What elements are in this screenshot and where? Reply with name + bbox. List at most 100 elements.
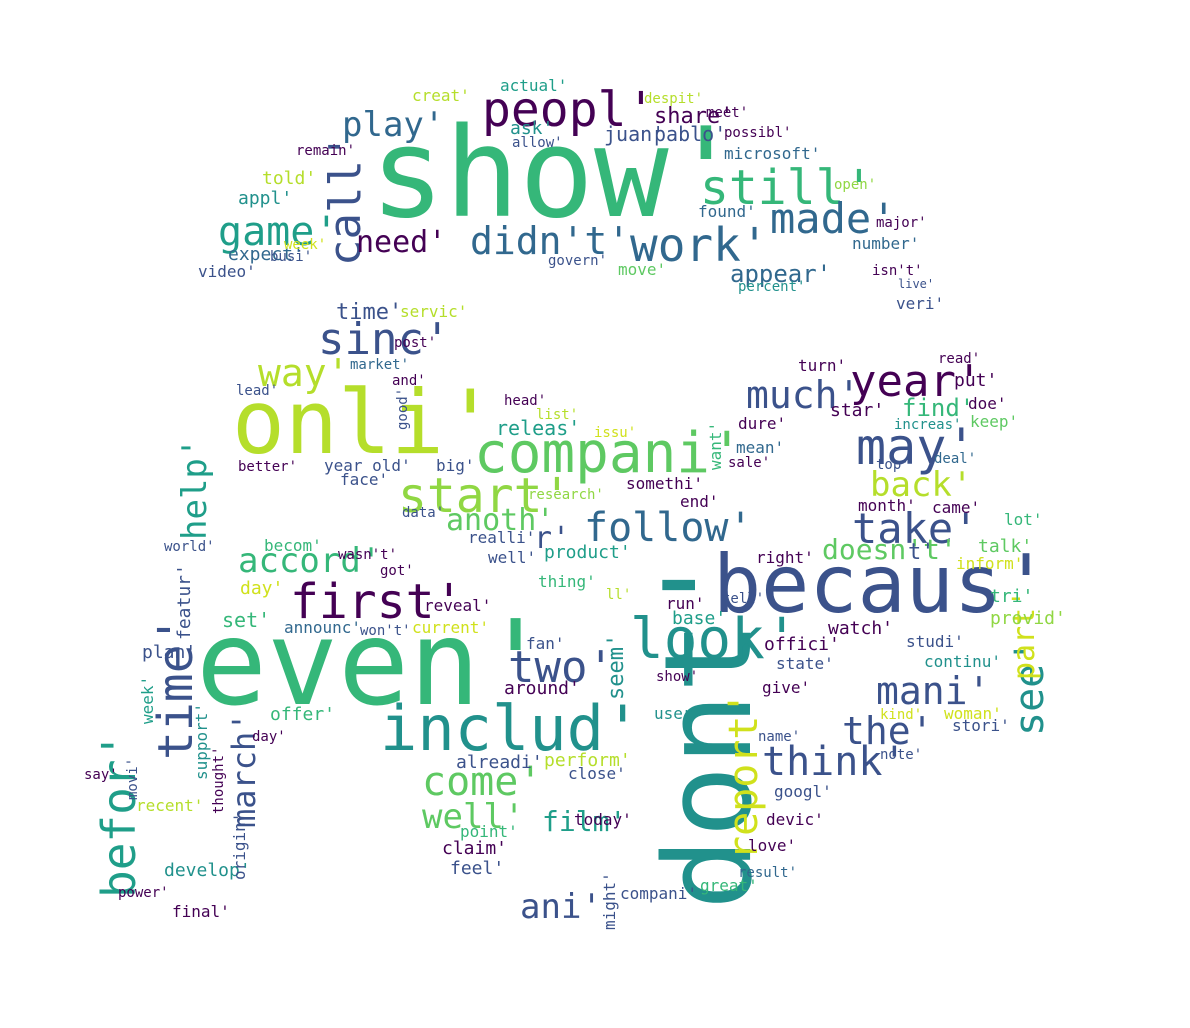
word: end'	[680, 492, 719, 511]
word: the'	[842, 709, 934, 753]
word: star'	[830, 400, 885, 421]
word: busi'	[270, 249, 313, 265]
word: give'	[762, 678, 811, 697]
word: feel'	[450, 858, 505, 879]
word: possibl'	[724, 125, 792, 141]
word: meet'	[706, 105, 749, 121]
word: made'	[770, 194, 897, 243]
word: well'	[488, 548, 537, 567]
word: sinc'	[318, 314, 451, 365]
word: doesn't'	[822, 533, 957, 566]
word: realli'	[468, 528, 536, 547]
word: major'	[876, 215, 927, 231]
word: compani'	[620, 884, 698, 903]
word: expect'	[228, 244, 304, 265]
word: even'	[196, 594, 552, 732]
word: continu'	[924, 652, 1002, 671]
word: month'	[858, 496, 916, 515]
word: day'	[240, 578, 284, 599]
word: reveal'	[424, 596, 492, 615]
word: final'	[172, 902, 230, 921]
word: time'	[336, 300, 403, 325]
word: name'	[758, 729, 801, 745]
word: develop'	[164, 860, 251, 881]
word: origin'	[230, 812, 249, 880]
word: read'	[938, 351, 981, 367]
word: take'	[852, 504, 979, 553]
word: come'	[422, 759, 543, 805]
word: appear'	[730, 260, 832, 288]
word: find'	[902, 394, 975, 422]
word: head'	[504, 393, 547, 409]
word: research'	[528, 487, 604, 503]
word: veri'	[896, 294, 945, 313]
word: show'	[656, 669, 699, 685]
word: share'	[654, 104, 734, 129]
word: govern'	[548, 253, 608, 269]
word: told'	[262, 168, 317, 189]
word: think'	[762, 739, 907, 785]
word: inform'	[956, 554, 1024, 573]
word: won't'	[360, 623, 411, 639]
word: report'	[721, 691, 767, 860]
word: back'	[870, 465, 973, 505]
word: came'	[932, 498, 981, 517]
word: world'	[164, 539, 215, 555]
word: actual'	[500, 76, 568, 95]
word: might'	[600, 872, 619, 930]
word: claim'	[442, 838, 508, 859]
word: peopl'	[482, 82, 656, 138]
word: isn't'	[872, 263, 923, 279]
word: increas'	[894, 417, 962, 433]
word: wasn't'	[338, 547, 398, 563]
word: game'	[218, 209, 339, 255]
word: show'	[370, 102, 744, 246]
word: anoth'	[446, 503, 555, 538]
word: dure'	[738, 414, 787, 433]
word: two'	[508, 642, 614, 693]
word: work'	[630, 218, 769, 272]
word: film'	[542, 805, 627, 838]
word: post'	[394, 335, 437, 351]
word: ll'	[606, 587, 632, 603]
word: appl'	[238, 188, 293, 209]
word: kind'	[880, 707, 923, 723]
word: close'	[568, 764, 626, 783]
word: well'	[422, 797, 525, 837]
word: note'	[880, 747, 923, 763]
word: allow'	[512, 135, 563, 151]
word: year'	[850, 356, 983, 407]
word: play'	[342, 105, 445, 145]
word: googl'	[774, 782, 832, 801]
word: juan'	[604, 122, 665, 146]
word: big'	[436, 456, 475, 475]
word: power'	[118, 885, 169, 901]
word: open'	[834, 177, 877, 193]
word: plan'	[142, 642, 197, 663]
word: fan'	[526, 634, 565, 653]
word: mani'	[876, 669, 991, 713]
word: studi'	[906, 632, 964, 651]
word: today'	[574, 810, 632, 829]
word: alreadi'	[456, 752, 543, 773]
word: doe'	[968, 394, 1007, 413]
word: right'	[756, 548, 814, 567]
word: becom'	[264, 536, 322, 555]
word: video'	[198, 262, 256, 281]
word: result'	[738, 865, 798, 881]
word: woman'	[944, 704, 1002, 723]
word: percent'	[738, 279, 806, 295]
word: number'	[852, 234, 920, 253]
word: data'	[402, 505, 445, 521]
word: deal'	[934, 451, 977, 467]
word: pablo'	[654, 122, 727, 146]
word: somethi'	[626, 474, 704, 493]
word: found'	[698, 202, 756, 221]
word: releas'	[496, 416, 581, 440]
word: despit'	[644, 91, 704, 107]
word: tell'	[722, 591, 765, 607]
word: way'	[258, 351, 350, 395]
word: first'	[290, 574, 464, 630]
word: product'	[544, 542, 631, 563]
